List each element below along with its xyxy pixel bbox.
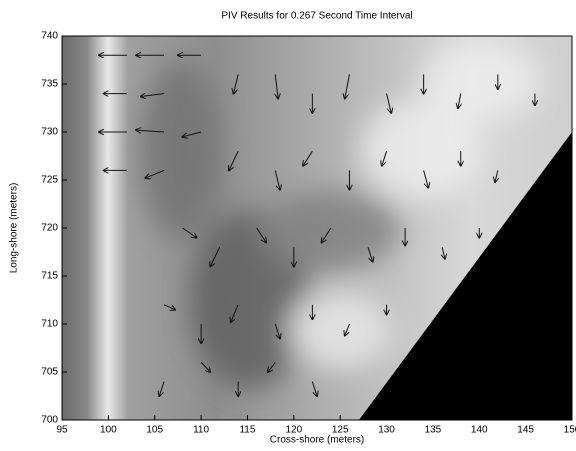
y-tick-label: 730 bbox=[41, 127, 58, 138]
y-tick-label: 735 bbox=[41, 79, 58, 90]
y-tick-label: 700 bbox=[41, 415, 58, 426]
vector-arrow bbox=[159, 381, 165, 396]
vector-arrow bbox=[141, 94, 165, 97]
vector-arrow bbox=[256, 227, 266, 242]
x-tick-label: 150 bbox=[564, 425, 576, 436]
y-tick-label: 740 bbox=[41, 31, 58, 42]
image-background bbox=[62, 36, 572, 420]
vector-arrow bbox=[210, 246, 221, 266]
vector-arrow bbox=[274, 323, 280, 338]
vector-arrow bbox=[386, 93, 392, 113]
x-tick-label: 135 bbox=[425, 425, 442, 436]
x-tick-label: 125 bbox=[332, 425, 349, 436]
vector-arrow bbox=[182, 227, 197, 238]
vector-arrow bbox=[268, 362, 276, 372]
x-tick-label: 130 bbox=[378, 425, 395, 436]
vector-arrow bbox=[345, 323, 350, 336]
vector-arrow bbox=[367, 247, 373, 261]
vector-arrow bbox=[382, 151, 388, 165]
vector-arrow bbox=[229, 150, 239, 170]
x-tick-label: 145 bbox=[517, 425, 534, 436]
y-tick-label: 725 bbox=[41, 175, 58, 186]
chart-title: PIV Results for 0.267 Second Time Interv… bbox=[221, 11, 412, 22]
vector-arrow bbox=[458, 93, 461, 108]
vector-arrow bbox=[495, 170, 498, 182]
vector-arrow bbox=[423, 170, 429, 187]
x-tick-label: 140 bbox=[471, 425, 488, 436]
x-tick-label: 110 bbox=[193, 425, 209, 436]
vector-arrow bbox=[231, 304, 239, 322]
vector-arrow bbox=[145, 169, 165, 178]
vector-arrow bbox=[274, 170, 280, 189]
vector-arrow bbox=[442, 247, 445, 259]
vector-arrow bbox=[183, 131, 202, 137]
vector-arrow bbox=[200, 362, 210, 372]
x-tick-label: 105 bbox=[146, 425, 163, 436]
vector-arrow bbox=[163, 304, 175, 310]
y-axis-label: Long-shore (meters) bbox=[9, 183, 20, 274]
y-tick-label: 720 bbox=[41, 223, 58, 234]
y-tick-label: 710 bbox=[41, 319, 58, 330]
y-tick-label: 705 bbox=[41, 367, 58, 378]
x-axis-label: Cross-shore (meters) bbox=[270, 435, 364, 446]
x-tick-label: 120 bbox=[285, 425, 302, 436]
vector-arrow bbox=[234, 74, 239, 93]
vector-arrow bbox=[311, 381, 317, 396]
x-tick-label: 95 bbox=[56, 425, 68, 436]
vector-arrow bbox=[136, 130, 165, 132]
vector-arrow bbox=[275, 74, 278, 98]
vector-arrow bbox=[303, 150, 313, 165]
vector-arrow bbox=[345, 74, 350, 98]
y-tick-label: 715 bbox=[41, 271, 58, 282]
x-tick-label: 115 bbox=[239, 425, 255, 436]
x-tick-label: 100 bbox=[100, 425, 117, 436]
vector-arrow bbox=[322, 227, 332, 242]
